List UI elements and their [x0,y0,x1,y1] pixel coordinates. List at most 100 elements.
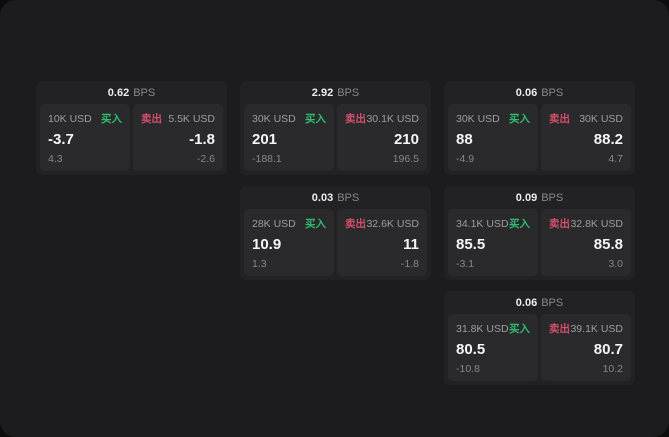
bps-value: 0.06 [515,86,538,99]
bps-unit-label: BPS [541,86,564,99]
buy-button[interactable]: 买入 [305,218,326,230]
bps-unit-label: BPS [337,86,360,99]
card-body: 28K USD 买入 10.9 1.3 卖出 32.6K USD 11 -1.8 [240,209,431,280]
buy-amount: 10K USD [48,112,92,125]
sell-top-row: 卖出 32.8K USD [549,216,623,231]
sell-delta: -2.6 [196,153,215,165]
buy-delta: -3.1 [456,258,475,270]
card-header: 0.06 BPS [444,291,635,314]
sell-panel[interactable]: 卖出 39.1K USD 80.7 10.2 [541,314,631,381]
bps-unit-label: BPS [133,86,156,99]
sell-price: 88.2 [593,131,623,148]
sell-delta: 4.7 [608,153,623,165]
sell-delta: -1.8 [400,258,419,270]
sell-panel[interactable]: 卖出 5.5K USD -1.8 -2.6 [133,104,223,171]
sell-amount: 5.5K USD [168,112,215,125]
card-header: 0.03 BPS [240,186,431,209]
buy-top-row: 30K USD 买入 [252,111,326,126]
sell-price: 80.7 [593,341,623,358]
card-header: 0.06 BPS [444,81,635,104]
sell-top-row: 卖出 30K USD [549,111,623,126]
sell-top-row: 卖出 32.6K USD [345,216,419,231]
sell-panel[interactable]: 卖出 30K USD 88.2 4.7 [541,104,631,171]
card-body: 31.8K USD 买入 80.5 -10.8 卖出 39.1K USD 80.… [444,314,635,385]
buy-button[interactable]: 买入 [101,113,122,125]
quote-card: 0.06 BPS 31.8K USD 买入 80.5 -10.8 卖出 39.1… [444,291,635,385]
sell-delta: 10.2 [602,363,623,375]
buy-price: 85.5 [456,236,486,253]
bps-value: 0.06 [515,296,538,309]
buy-delta: -10.8 [456,363,480,375]
buy-panel[interactable]: 10K USD 买入 -3.7 4.3 [40,104,130,171]
quote-card: 0.06 BPS 30K USD 买入 88 -4.9 卖出 30K USD 8… [444,81,635,175]
sell-button[interactable]: 卖出 [141,113,162,125]
sell-amount: 39.1K USD [570,322,623,335]
buy-delta: -188.1 [252,153,282,165]
bps-unit-label: BPS [541,296,564,309]
sell-price: 85.8 [593,236,623,253]
buy-button[interactable]: 买入 [509,218,530,230]
sell-top-row: 卖出 5.5K USD [141,111,215,126]
buy-delta: 4.3 [48,153,63,165]
sell-button[interactable]: 卖出 [345,113,366,125]
buy-amount: 34.1K USD [456,217,509,230]
card-header: 0.09 BPS [444,186,635,209]
quote-card: 0.09 BPS 34.1K USD 买入 85.5 -3.1 卖出 32.8K… [444,186,635,280]
card-body: 34.1K USD 买入 85.5 -3.1 卖出 32.8K USD 85.8… [444,209,635,280]
card-body: 30K USD 买入 88 -4.9 卖出 30K USD 88.2 4.7 [444,104,635,175]
bps-value: 2.92 [311,86,334,99]
sell-amount: 32.8K USD [570,217,623,230]
buy-panel[interactable]: 30K USD 买入 88 -4.9 [448,104,538,171]
buy-button[interactable]: 买入 [305,113,326,125]
buy-amount: 31.8K USD [456,322,509,335]
sell-amount: 32.6K USD [366,217,419,230]
buy-amount: 28K USD [252,217,296,230]
quote-card: 0.03 BPS 28K USD 买入 10.9 1.3 卖出 32.6K US… [240,186,431,280]
buy-panel[interactable]: 30K USD 买入 201 -188.1 [244,104,334,171]
bps-value: 0.62 [107,86,130,99]
sell-button[interactable]: 卖出 [549,323,570,335]
sell-top-row: 卖出 39.1K USD [549,321,623,336]
sell-delta: 196.5 [392,153,419,165]
card-body: 10K USD 买入 -3.7 4.3 卖出 5.5K USD -1.8 -2.… [36,104,227,175]
bps-unit-label: BPS [337,191,360,204]
sell-amount: 30K USD [579,112,623,125]
buy-top-row: 28K USD 买入 [252,216,326,231]
quote-card: 2.92 BPS 30K USD 买入 201 -188.1 卖出 30.1K … [240,81,431,175]
bps-unit-label: BPS [541,191,564,204]
sell-delta: 3.0 [608,258,623,270]
bps-value: 0.09 [515,191,538,204]
bps-value: 0.03 [311,191,334,204]
buy-top-row: 31.8K USD 买入 [456,321,530,336]
sell-price: 210 [393,131,419,148]
quote-card: 0.62 BPS 10K USD 买入 -3.7 4.3 卖出 5.5K USD… [36,81,227,175]
sell-panel[interactable]: 卖出 32.8K USD 85.8 3.0 [541,209,631,276]
buy-amount: 30K USD [252,112,296,125]
sell-button[interactable]: 卖出 [549,218,570,230]
buy-panel[interactable]: 31.8K USD 买入 80.5 -10.8 [448,314,538,381]
card-header: 0.62 BPS [36,81,227,104]
buy-top-row: 34.1K USD 买入 [456,216,530,231]
buy-panel[interactable]: 34.1K USD 买入 85.5 -3.1 [448,209,538,276]
sell-panel[interactable]: 卖出 30.1K USD 210 196.5 [337,104,427,171]
buy-amount: 30K USD [456,112,500,125]
sell-price: 11 [403,236,419,253]
buy-price: 80.5 [456,341,486,358]
sell-panel[interactable]: 卖出 32.6K USD 11 -1.8 [337,209,427,276]
buy-button[interactable]: 买入 [509,113,530,125]
buy-top-row: 30K USD 买入 [456,111,530,126]
buy-price: -3.7 [48,131,74,148]
buy-delta: 1.3 [252,258,267,270]
buy-top-row: 10K USD 买入 [48,111,122,126]
buy-button[interactable]: 买入 [509,323,530,335]
sell-amount: 30.1K USD [366,112,419,125]
sell-button[interactable]: 卖出 [345,218,366,230]
buy-panel[interactable]: 28K USD 买入 10.9 1.3 [244,209,334,276]
sell-top-row: 卖出 30.1K USD [345,111,419,126]
buy-price: 88 [456,131,473,148]
card-header: 2.92 BPS [240,81,431,104]
card-body: 30K USD 买入 201 -188.1 卖出 30.1K USD 210 1… [240,104,431,175]
sell-button[interactable]: 卖出 [549,113,570,125]
